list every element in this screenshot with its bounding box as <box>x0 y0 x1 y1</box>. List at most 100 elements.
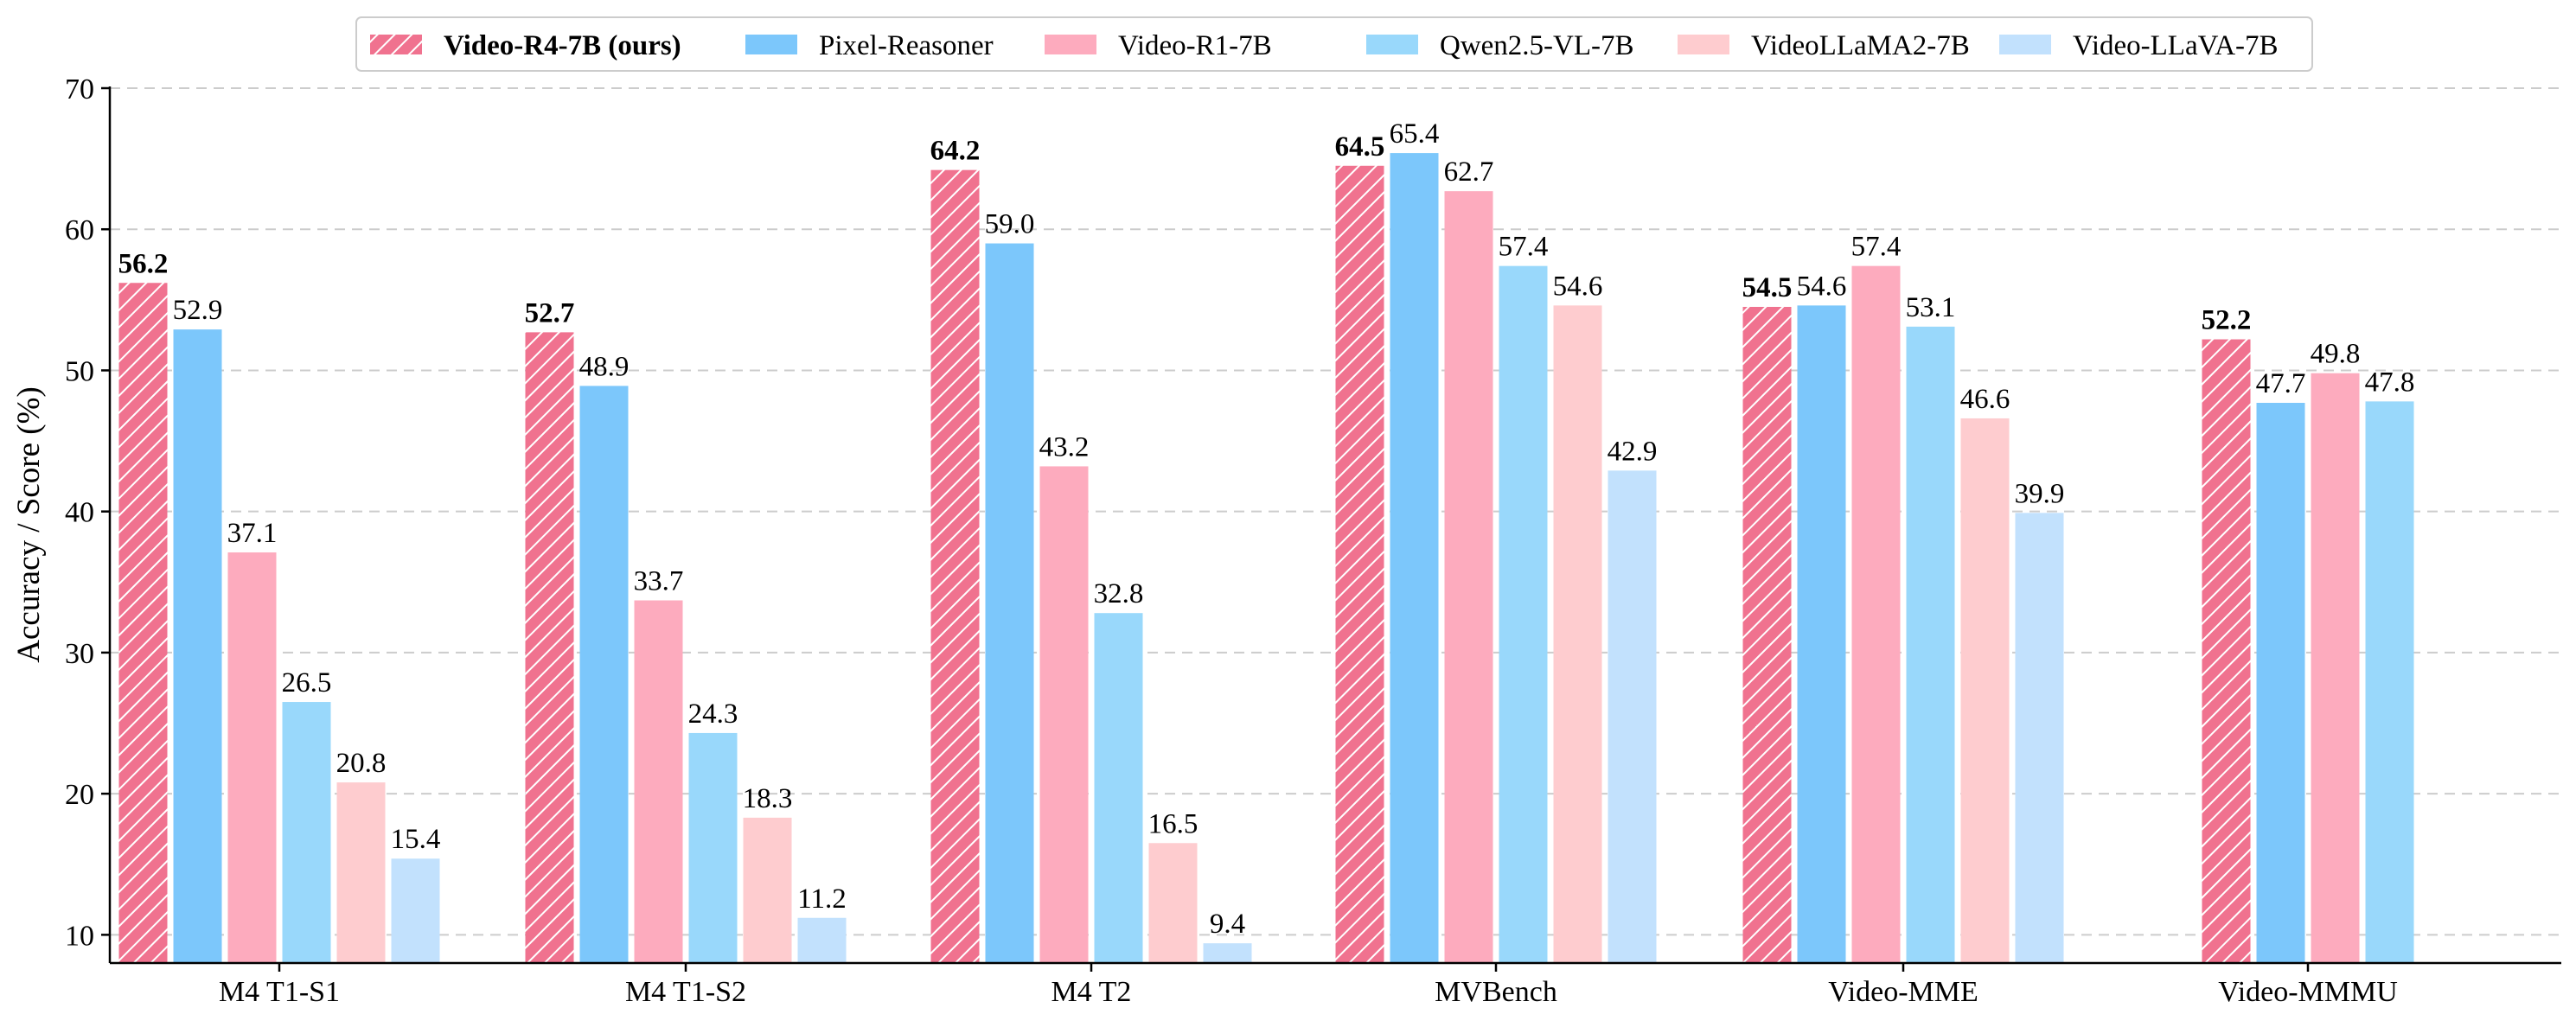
bar-value-label: 16.5 <box>1148 808 1199 839</box>
legend-frame <box>355 16 2313 72</box>
bar <box>688 732 738 963</box>
bar-value-label: 56.2 <box>118 248 169 279</box>
legend-label: Qwen2.5-VL-7B <box>1440 30 1634 61</box>
bar <box>1553 305 1602 963</box>
bar-value-label: 18.3 <box>743 783 793 814</box>
bar <box>1499 265 1548 963</box>
bar-value-label: 47.8 <box>2365 367 2415 398</box>
bar <box>1335 165 1384 964</box>
y-tick-label: 40 <box>65 497 94 529</box>
bar-value-label: 53.1 <box>1906 292 1956 323</box>
x-tick-label: Video-MME <box>1828 976 1978 1008</box>
legend: Video-R4-7B (ours) Pixel-Reasoner Video-R1… <box>355 16 2313 72</box>
legend-label: Video-R4-7B (ours) <box>444 30 681 61</box>
bar <box>579 386 629 963</box>
bar-value-label: 33.7 <box>634 566 684 597</box>
bar <box>1444 191 1493 963</box>
bar <box>282 702 331 963</box>
bar <box>391 858 440 963</box>
bar <box>525 332 574 964</box>
bar <box>2365 401 2414 963</box>
bar <box>1148 843 1198 963</box>
y-tick-label: 50 <box>65 355 94 387</box>
bar <box>2015 513 2064 963</box>
legend-label: VideoLLaMA2-7B <box>1751 30 1970 61</box>
bar-value-label: 54.6 <box>1553 271 1603 302</box>
bar-value-label: 64.2 <box>930 136 981 167</box>
x-tick-label: Video-MMMU <box>2218 976 2398 1008</box>
bar <box>1960 418 2010 964</box>
bar <box>2311 373 2360 963</box>
legend-label: Video-LLaVA-7B <box>2073 30 2279 61</box>
legend-swatch <box>1366 35 1418 54</box>
bar-value-label: 52.7 <box>525 297 575 329</box>
bar <box>2202 339 2251 963</box>
axes <box>108 86 2561 965</box>
y-tick-label: 60 <box>65 214 94 246</box>
y-tick-label: 30 <box>65 638 94 670</box>
bar-value-label: 54.6 <box>1797 271 1847 302</box>
bar-value-label: 49.8 <box>2311 339 2361 370</box>
x-ticks: M4 T1-S1 M4 T1-S2 M4 T2 MVBench Video-MME Vid… <box>219 963 2398 1008</box>
y-ticks: 10 20 30 40 50 60 70 <box>65 73 110 952</box>
bar-value-label: 9.4 <box>1210 909 1245 940</box>
bar-value-label: 20.8 <box>336 748 387 779</box>
legend-swatch <box>1999 35 2051 54</box>
x-tick-label: M4 T2 <box>1051 976 1132 1008</box>
bar-value-label: 52.2 <box>2202 305 2252 336</box>
legend-swatch <box>370 35 422 54</box>
bar <box>1906 326 1955 963</box>
bar <box>173 329 222 964</box>
bar-value-label: 48.9 <box>579 351 630 382</box>
bar-value-label: 46.6 <box>1960 384 2010 415</box>
bar-value-label: 37.1 <box>227 518 278 549</box>
bar-value-label: 59.0 <box>985 209 1035 240</box>
bar-value-label: 43.2 <box>1039 431 1090 462</box>
bar <box>1039 466 1089 963</box>
bars <box>118 153 2414 964</box>
bar <box>1094 613 1143 963</box>
bar <box>1608 470 1657 963</box>
legend-swatch <box>745 35 797 54</box>
bar-value-label: 26.5 <box>282 667 332 698</box>
bar <box>743 817 792 963</box>
bar-value-label: 65.4 <box>1390 118 1440 150</box>
y-axis-title: Accuracy / Score (%) <box>11 386 47 662</box>
bar-value-label: 57.4 <box>1851 232 1902 263</box>
bar-value-label: 64.5 <box>1335 131 1385 163</box>
x-tick-label: M4 T1-S2 <box>625 976 746 1008</box>
bar-value-label: 47.7 <box>2256 368 2306 399</box>
bar <box>1797 305 1846 963</box>
y-tick-label: 20 <box>65 779 94 811</box>
x-tick-label: M4 T1-S1 <box>219 976 340 1008</box>
legend-swatch <box>1045 35 1096 54</box>
legend-swatch <box>1678 35 1729 54</box>
bar <box>797 917 847 963</box>
bar-value-label: 57.4 <box>1499 232 1549 263</box>
bar <box>1203 943 1252 963</box>
bar-value-label: 24.3 <box>688 698 738 730</box>
bar <box>118 283 168 964</box>
bar <box>930 169 980 964</box>
bar <box>2256 402 2305 964</box>
bar <box>1390 153 1439 964</box>
legend-label: Video-R1-7B <box>1118 30 1272 61</box>
bar <box>985 243 1034 963</box>
bar-value-label: 32.8 <box>1094 578 1144 609</box>
bar <box>1851 265 1901 963</box>
x-tick-label: MVBench <box>1435 976 1557 1008</box>
bar-value-label: 62.7 <box>1444 156 1494 188</box>
bar-value-label: 15.4 <box>391 824 441 855</box>
y-tick-label: 10 <box>65 920 94 952</box>
bar-value-label: 39.9 <box>2015 478 2065 509</box>
value-labels: 56.252.9 37.1 26.5 20.8 15.4 52.748.9 33.7 24.3… <box>118 118 2415 940</box>
legend-label: Pixel-Reasoner <box>819 30 994 61</box>
bar-value-label: 54.5 <box>1742 272 1793 303</box>
grid-lines <box>110 87 2561 936</box>
bar <box>336 782 386 963</box>
bar-value-label: 42.9 <box>1608 436 1658 467</box>
bar <box>227 552 277 963</box>
y-tick-label: 70 <box>65 73 94 105</box>
bar-value-label: 52.9 <box>173 295 223 326</box>
